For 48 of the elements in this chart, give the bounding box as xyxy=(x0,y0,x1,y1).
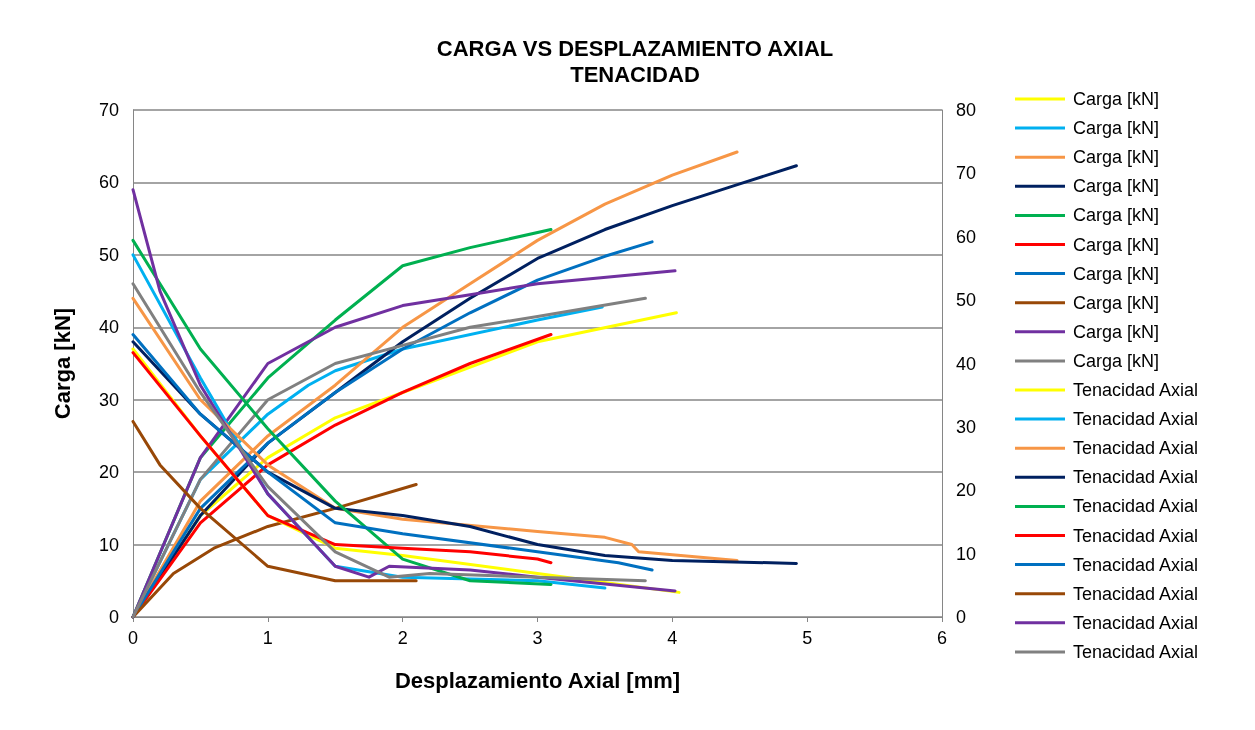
x-tick-label: 5 xyxy=(802,628,813,648)
legend-label: Tenacidad Axial xyxy=(1073,380,1199,400)
legend-label: Tenacidad Axial xyxy=(1073,496,1199,517)
legend-label: Carga [kN] xyxy=(1073,205,1160,226)
y-tick-label: 20 xyxy=(98,462,119,483)
y2-tick-label: 20 xyxy=(956,480,977,501)
x-tick-label: 0 xyxy=(127,628,139,648)
legend-label: Carga [kN] xyxy=(1073,263,1160,284)
legend-label: Carga [kN] xyxy=(1073,147,1160,168)
legend-label: Carga [kN] xyxy=(1073,321,1160,342)
legend-label: Tenacidad Axial xyxy=(1073,612,1199,633)
y-tick-label: 60 xyxy=(98,172,119,193)
y2-tick-label: 70 xyxy=(956,163,977,184)
y2-tick-label: 10 xyxy=(956,543,977,564)
legend-label: Tenacidad Axial xyxy=(1073,554,1199,575)
legend-label: Carga [kN] xyxy=(1073,292,1160,313)
y-tick-label: 50 xyxy=(98,244,119,265)
y2-tick-label: 40 xyxy=(956,353,977,374)
legend-label: Carga [kN] xyxy=(1073,350,1160,371)
legend-label: Tenacidad Axial xyxy=(1073,641,1199,662)
y2-tick-label: 50 xyxy=(956,290,977,311)
y-tick-label: 30 xyxy=(98,389,119,410)
legend-label: Carga [kN] xyxy=(1073,176,1160,197)
chart-title: CARGA VS DESPLAZAMIENTO AXIAL xyxy=(436,35,834,61)
y-tick-label: 10 xyxy=(98,534,119,555)
y-tick-label: 0 xyxy=(108,607,119,627)
x-tick-label: 6 xyxy=(936,628,948,648)
y-tick-label: 40 xyxy=(98,317,119,338)
x-tick-label: 3 xyxy=(532,628,543,648)
x-axis-title: Desplazamiento Axial [mm] xyxy=(394,667,681,693)
y2-tick-label: 30 xyxy=(956,416,977,437)
y2-tick-label: 80 xyxy=(956,100,977,120)
y2-tick-label: 0 xyxy=(956,607,967,627)
x-tick-label: 4 xyxy=(667,628,678,648)
y-axis-title: Carga [kN] xyxy=(49,307,75,420)
legend-label: Tenacidad Axial xyxy=(1073,409,1199,430)
x-tick-label: 1 xyxy=(262,628,273,648)
legend-label: Tenacidad Axial xyxy=(1073,467,1199,488)
y2-tick-label: 60 xyxy=(956,226,977,247)
y-tick-label: 70 xyxy=(98,100,119,120)
legend-label: Tenacidad Axial xyxy=(1073,525,1199,546)
legend-label: Carga [kN] xyxy=(1073,89,1160,109)
legend-label: Tenacidad Axial xyxy=(1073,438,1199,459)
chart-subtitle: TENACIDAD xyxy=(570,61,700,87)
legend-label: Tenacidad Axial xyxy=(1073,583,1199,604)
legend-label: Carga [kN] xyxy=(1073,234,1160,255)
legend-label: Carga [kN] xyxy=(1073,118,1160,139)
x-tick-label: 2 xyxy=(397,628,408,648)
